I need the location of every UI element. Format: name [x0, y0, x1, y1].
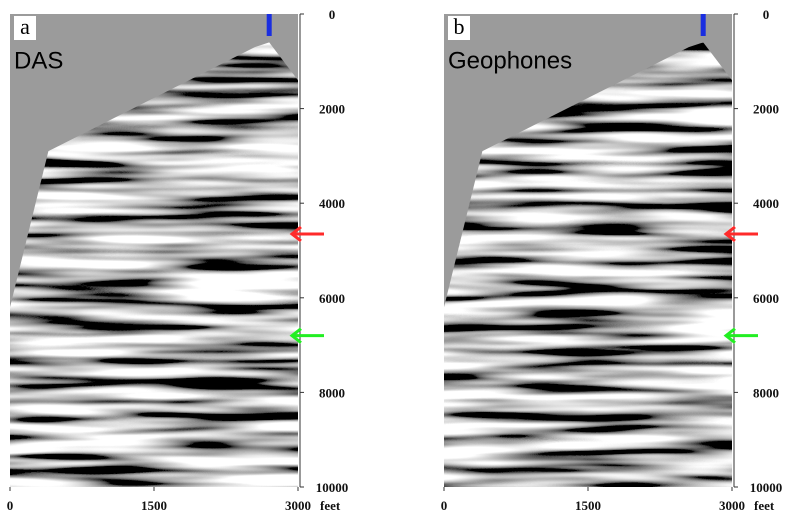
label-box [14, 16, 36, 40]
x-tick-label: 1500 [141, 498, 167, 513]
x-tick-label: 3000 [285, 498, 311, 513]
x-unit: feet [320, 498, 341, 513]
x-tick-label: 3000 [719, 498, 745, 513]
y-tick-label: 8000 [753, 385, 779, 400]
arrow [289, 225, 324, 243]
panel-label: b [454, 14, 465, 39]
x-unit: feet [754, 498, 775, 513]
x-tick-label: 0 [441, 498, 448, 513]
arrow [289, 327, 324, 344]
y-tick-label: 8000 [319, 385, 345, 400]
panel-title: DAS [14, 47, 63, 74]
y-tick-label: 2000 [319, 102, 345, 117]
source-marker [700, 14, 706, 36]
y-tick-label: 4000 [753, 196, 779, 211]
y-tick-label: 10000 [750, 480, 783, 495]
y-tick-label: 2000 [753, 102, 779, 117]
y-tick-label: 6000 [319, 291, 345, 306]
y-tick-label: 0 [329, 7, 336, 22]
source-marker [266, 14, 272, 36]
panel-label: a [20, 14, 30, 39]
x-tick-label: 1500 [575, 498, 601, 513]
y-tick-label: 4000 [319, 196, 345, 211]
x-tick-label: 0 [7, 498, 14, 513]
y-tick-label: 0 [763, 7, 770, 22]
arrow [723, 225, 758, 243]
label-box [448, 16, 470, 40]
arrow [723, 327, 758, 344]
y-tick-label: 6000 [753, 291, 779, 306]
panel-title: Geophones [448, 47, 572, 74]
y-tick-label: 10000 [316, 480, 349, 495]
